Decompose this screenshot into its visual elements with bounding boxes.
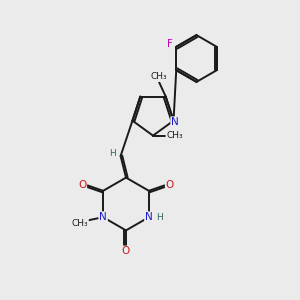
Text: N: N	[99, 212, 107, 222]
Text: N: N	[171, 117, 179, 127]
Text: F: F	[167, 39, 173, 49]
Text: CH₃: CH₃	[71, 219, 88, 228]
Text: CH₃: CH₃	[166, 130, 183, 140]
Text: O: O	[122, 246, 130, 256]
Text: H: H	[156, 213, 163, 222]
Text: H: H	[109, 149, 116, 158]
Text: CH₃: CH₃	[150, 72, 167, 81]
Text: O: O	[78, 180, 86, 190]
Text: N: N	[145, 212, 153, 222]
Text: O: O	[166, 180, 174, 190]
